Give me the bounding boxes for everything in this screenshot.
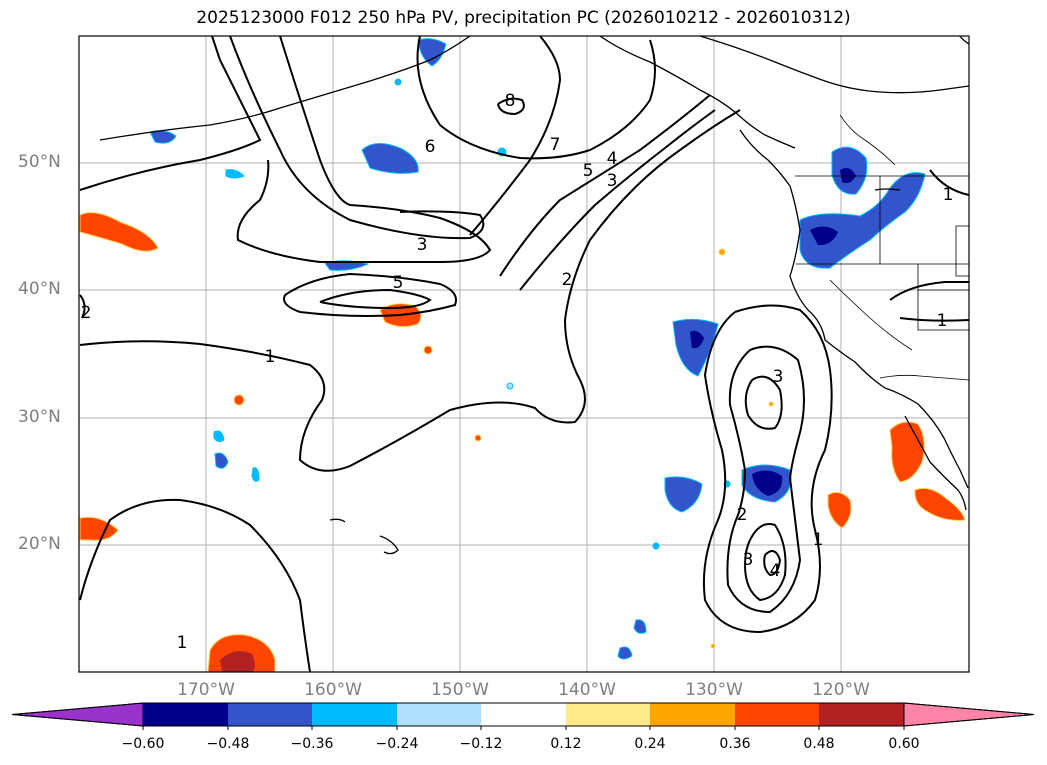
colorbar-segment (312, 703, 397, 726)
map-title: 2025123000 F012 250 hPa PV, precipitatio… (196, 8, 851, 28)
colorbar-tick: −0.60 (121, 736, 165, 752)
colorbar-segment (735, 703, 819, 726)
colorbar-tick: −0.24 (375, 736, 419, 752)
colorbar-tick: 0.48 (803, 736, 835, 752)
lon-label-140w: 140°W (558, 680, 616, 700)
lon-label-120w: 120°W (812, 680, 870, 700)
lat-label-30n: 30°N (18, 407, 61, 427)
precip-positive-blobs (79, 212, 966, 672)
contour-label: 5 (583, 161, 594, 181)
colorbar-segment (566, 703, 650, 726)
lon-label-160w: 160°W (304, 680, 362, 700)
colorbar-extend-low (11, 702, 144, 727)
lon-label-130w: 130°W (685, 680, 743, 700)
contour-label: 4 (770, 561, 781, 581)
map-frame (78, 35, 970, 673)
colorbar-segment (650, 703, 735, 726)
colorbar-segment (397, 703, 481, 726)
borders (795, 114, 969, 381)
contour-label: 8 (505, 91, 516, 111)
colorbar-segment (819, 703, 904, 726)
contour-label: 1 (177, 633, 188, 653)
contour-label: 1 (265, 347, 276, 367)
lat-label-40n: 40°N (18, 279, 61, 299)
precip-negative-blobs (149, 38, 926, 660)
contour-label: 1 (943, 185, 954, 205)
contour-label: 2 (737, 505, 748, 525)
colorbar-tick: 0.60 (888, 736, 920, 752)
coastlines (99, 36, 969, 555)
gridlines (79, 36, 969, 672)
contour-label: 1 (937, 311, 948, 331)
colorbar-tick: −0.36 (290, 736, 334, 752)
contour-label: 7 (550, 135, 561, 155)
contour-label: 3 (773, 367, 784, 387)
contour-label: 5 (393, 273, 404, 293)
colorbar-tick: −0.12 (459, 736, 503, 752)
colorbar (11, 702, 1035, 730)
contour-label: 1 (813, 530, 824, 550)
pv-contour-labels: 8 7 6 5 4 3 3 5 2 1 1 2 1 3 2 3 4 1 1 (81, 91, 954, 653)
contour-label: 3 (607, 171, 618, 191)
colorbar-segment (481, 703, 566, 726)
contour-label: 3 (743, 550, 754, 570)
contour-label: 3 (417, 235, 428, 255)
lon-label-170w: 170°W (177, 680, 235, 700)
colorbar-tick: 0.24 (634, 736, 666, 752)
colorbar-tick: 0.12 (550, 736, 582, 752)
pv-contours (79, 36, 969, 672)
colorbar-segment (228, 703, 312, 726)
colorbar-extend-high (903, 702, 1035, 727)
contour-label: 2 (81, 303, 92, 323)
colorbar-tick: −0.48 (206, 736, 250, 752)
contour-label: 2 (562, 270, 573, 290)
colorbar-tick: 0.36 (719, 736, 751, 752)
contour-label: 6 (425, 137, 436, 157)
lat-label-50n: 50°N (18, 152, 61, 172)
lon-label-150w: 150°W (431, 680, 489, 700)
lat-label-20n: 20°N (18, 534, 61, 554)
colorbar-segment (143, 703, 228, 726)
contour-label: 4 (607, 149, 618, 169)
